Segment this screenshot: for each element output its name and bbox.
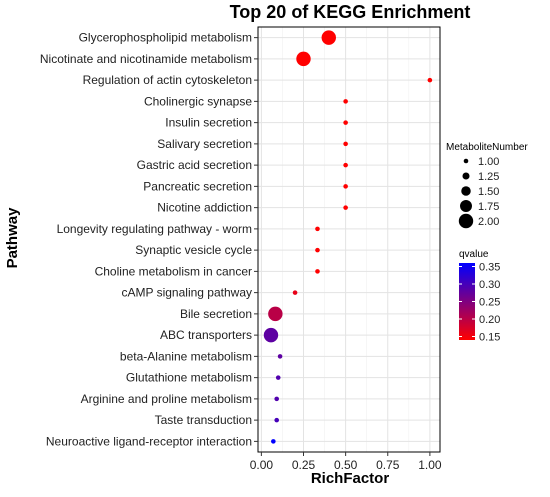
data-point [343, 184, 348, 189]
y-tick-label: Bile secretion [180, 307, 252, 321]
qvalue-legend: qvalue 0.35 0.30 0.25 0.20 0.15 [459, 249, 500, 344]
color-legend-label: 0.35 [479, 262, 500, 274]
y-tick-label: Gastric acid secretion [137, 158, 252, 172]
size-legend-label: 1.50 [478, 186, 499, 198]
size-legend-key [458, 213, 474, 229]
size-legend-label: 1.75 [478, 201, 499, 213]
x-tick-label: 1.00 [418, 458, 442, 472]
y-tick-label: Choline metabolism in cancer [95, 264, 252, 278]
size-legend-key [461, 186, 471, 196]
data-point [277, 354, 283, 359]
y-tick-label: Cholinergic synapse [144, 94, 252, 108]
y-tick-label: cAMP signaling pathway [121, 286, 252, 300]
y-tick-label: beta-Alanine metabolism [120, 349, 252, 363]
plot-border [257, 26, 441, 453]
data-point [268, 306, 283, 322]
data-point [315, 226, 320, 232]
data-point [427, 77, 433, 83]
size-legend-key [460, 200, 472, 212]
y-tick-label: Salivary secretion [157, 137, 252, 151]
data-point [321, 30, 336, 45]
chart-title: Top 20 of KEGG Enrichment [230, 2, 471, 22]
data-point [275, 375, 281, 380]
x-tick-label: 0.00 [250, 458, 274, 472]
color-legend-title: qvalue [459, 249, 489, 260]
y-tick-label: Longevity regulating pathway - worm [57, 222, 252, 236]
data-point [343, 205, 348, 210]
y-tick-label: Regulation of actin cytoskeleton [83, 73, 252, 87]
y-tick-label: Nicotinate and nicotinamide metabolism [40, 52, 252, 66]
size-legend-key [463, 158, 469, 164]
y-tick-label: Pancreatic secretion [143, 179, 252, 193]
size-legend-title: MetaboliteNumber [446, 142, 528, 153]
data-point [343, 162, 348, 168]
size-legend-key [462, 172, 470, 180]
data-point [315, 269, 320, 274]
y-tick-label: Taste transduction [155, 413, 252, 427]
data-point [271, 439, 276, 444]
qvalue-colorbar [459, 263, 475, 340]
y-tick-label: Synaptic vesicle cycle [135, 243, 252, 257]
plot-area: Glycerophospholipid metabolism Nicotinate… [40, 26, 442, 472]
data-point [315, 247, 320, 253]
x-tick-label: 0.50 [334, 458, 358, 472]
color-legend-label: 0.25 [479, 297, 500, 309]
data-point [343, 120, 348, 125]
y-tick-label: Glycerophospholipid metabolism [79, 31, 252, 45]
data-point [274, 417, 280, 423]
x-tick-label: 0.75 [376, 458, 400, 472]
data-point [263, 327, 279, 343]
plot-panel [258, 27, 440, 452]
y-tick-label: Nicotine addiction [157, 201, 252, 215]
metabolite-number-legend: MetaboliteNumber 1.00 1.25 1.50 1.75 2.00 [446, 142, 528, 229]
data-point [274, 396, 280, 402]
y-tick-label: Insulin secretion [165, 116, 252, 130]
x-tick-label: 0.25 [292, 458, 316, 472]
y-tick-label: Neuroactive ligand-receptor interaction [46, 434, 252, 448]
y-tick-label: ABC transporters [160, 328, 252, 342]
x-axis-title: RichFactor [311, 470, 390, 487]
y-axis-title: Pathway [4, 207, 21, 269]
data-point [343, 99, 348, 104]
data-point [292, 290, 298, 295]
color-legend-label: 0.30 [479, 279, 500, 291]
size-legend-label: 1.25 [478, 171, 499, 183]
color-legend-label: 0.15 [479, 332, 500, 344]
data-point [296, 51, 311, 67]
y-tick-label: Arginine and proline metabolism [81, 392, 252, 406]
data-point [343, 141, 348, 147]
size-legend-label: 2.00 [478, 216, 499, 228]
y-tick-label: Glutathione metabolism [126, 371, 252, 385]
color-legend-label: 0.20 [479, 314, 500, 326]
size-legend-label: 1.00 [478, 156, 499, 168]
